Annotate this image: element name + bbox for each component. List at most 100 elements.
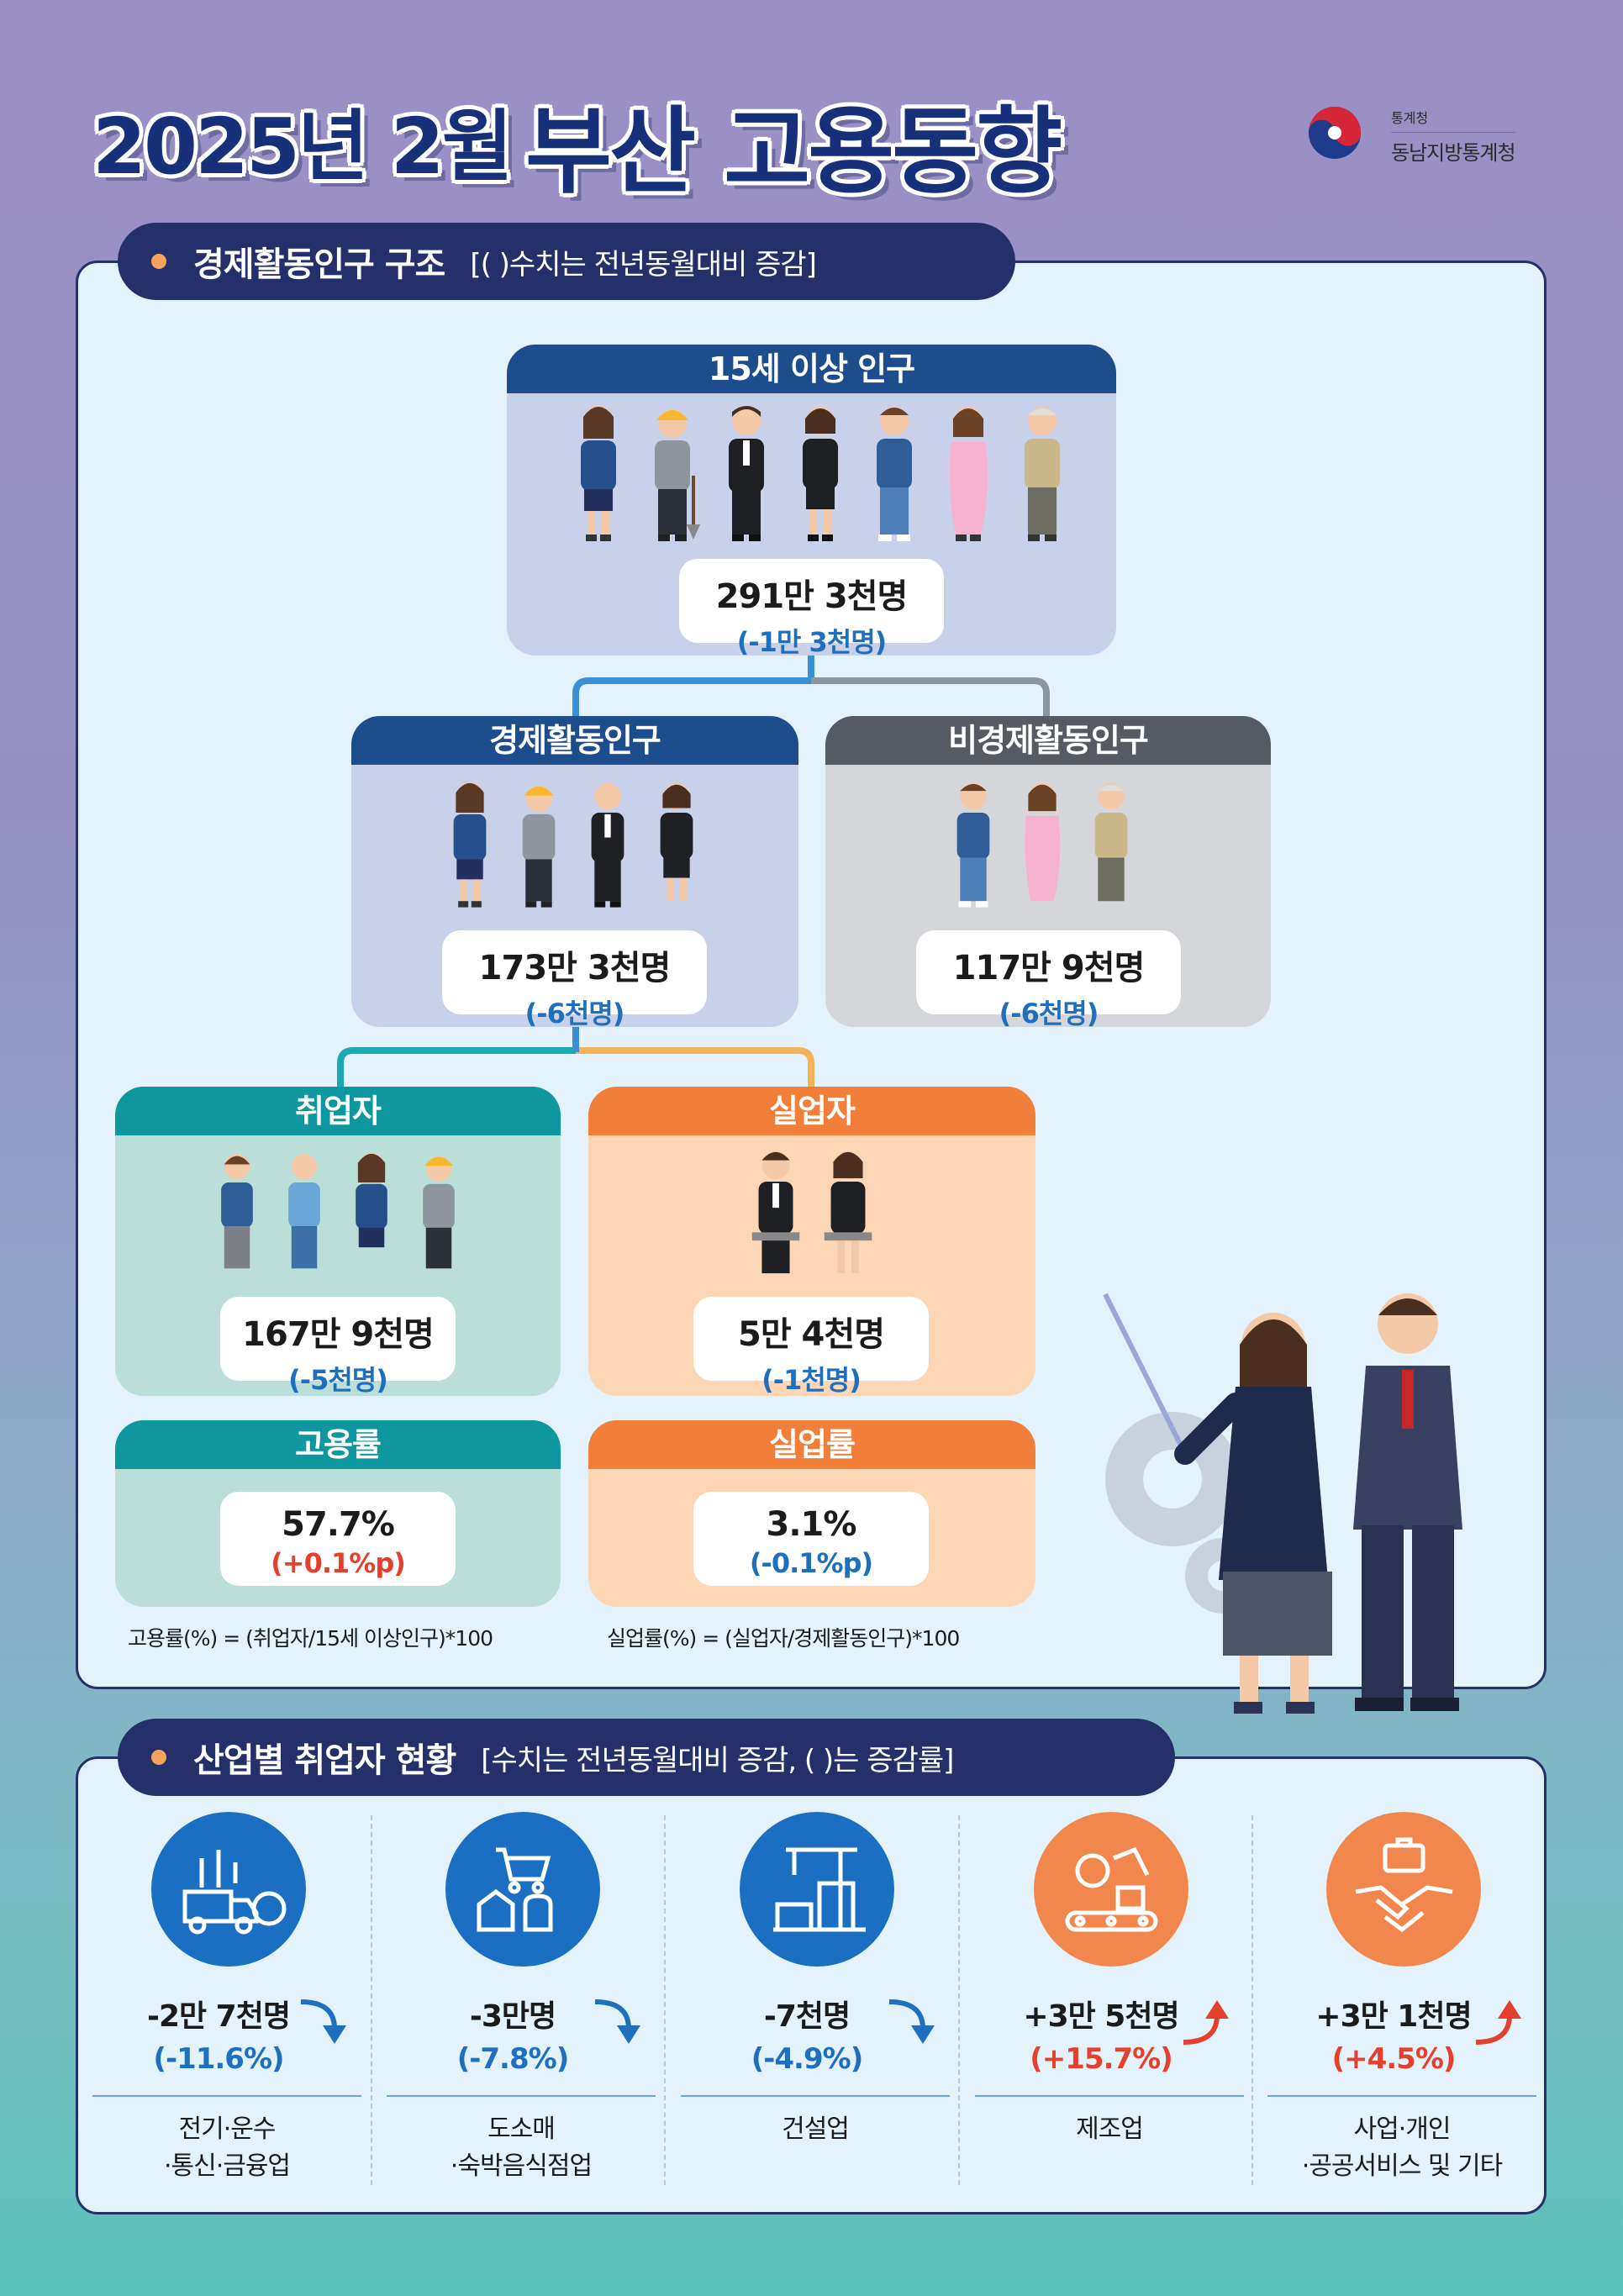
unemp-rate-value: 3.1%	[766, 1505, 857, 1544]
industry-item-retail-hospitality: -3만명 (-7.8%) 도소매 ·숙박음식점업	[378, 1807, 672, 2202]
presenters-illustration	[1103, 1293, 1462, 1714]
shopping-cart-house-icon	[445, 1812, 600, 1967]
arrow-down-icon	[594, 1999, 640, 2044]
handshake-icon	[1326, 1812, 1481, 1967]
bullet-dot-icon	[151, 1750, 166, 1765]
industry-change-value: -3만명	[469, 1999, 556, 2034]
truck-coins-icon	[151, 1812, 306, 1967]
industry-name-line1: 전기·운수	[178, 2114, 277, 2144]
divider-line	[92, 2095, 361, 2097]
structure-section-header: 경제활동인구 구조 [( )수치는 전년동월대비 증감]	[118, 223, 1015, 300]
econ-active-people-illustration	[440, 771, 707, 914]
student-icon	[877, 407, 912, 541]
econ-active-box: 경제활동인구 173만 3천명 (-6천명)	[351, 716, 798, 1027]
pop15-change: (-1만 3천명)	[736, 626, 888, 656]
pop15-value: 291만 3천명	[715, 577, 909, 616]
worker-overall-icon	[288, 1153, 320, 1269]
woman-presenter-icon	[1174, 1313, 1332, 1714]
industry-change-value: +3만 5천명	[1023, 1999, 1179, 2034]
emp-rate-value: 57.7%	[282, 1505, 395, 1544]
woman-office-icon	[453, 782, 487, 908]
column-divider	[1252, 1815, 1253, 2185]
section-note: [수치는 전년동월대비 증감, ( )는 증감률]	[481, 1743, 954, 1777]
taegeuk-logo-icon	[1309, 107, 1361, 159]
non-econ-value-card: 117만 9천명 (-6천명)	[916, 930, 1181, 1027]
column-divider	[664, 1815, 666, 2185]
unemp-rate-header: 실업률	[588, 1420, 1035, 1469]
pop15-value-card: 291만 3천명 (-1만 3천명)	[679, 559, 944, 656]
industry-item-services: +3만 1천명 (+4.5%) 사업·개인 ·공공서비스 및 기타	[1259, 1807, 1553, 2202]
pregnant-woman-icon	[949, 407, 988, 541]
divider-line	[387, 2095, 656, 2097]
pop15-people-illustration	[566, 400, 1075, 543]
unemp-rate-change: (-0.1%p)	[749, 1547, 873, 1579]
robot-arm-icon	[1034, 1812, 1188, 1967]
econ-active-header: 경제활동인구	[351, 716, 798, 765]
econ-active-change: (-6천명)	[524, 998, 625, 1027]
industry-name: 전기·운수 ·통신·금융업	[84, 2111, 370, 2185]
industry-name: 도소매 ·숙박음식점업	[378, 2111, 664, 2185]
woman-office-icon	[356, 1153, 387, 1248]
unemployed-people-illustration	[744, 1142, 880, 1282]
unemployed-value-card: 5만 4천명 (-1천명)	[693, 1297, 929, 1396]
emp-rate-box: 고용률 57.7% (+0.1%p)	[115, 1420, 561, 1607]
industry-section-header: 산업별 취업자 현황 [수치는 전년동월대비 증감, ( )는 증감률]	[118, 1719, 1175, 1796]
emp-rate-header: 고용률	[115, 1420, 561, 1469]
woman-suit-icon	[660, 782, 693, 902]
industry-change-rate: (+4.5%)	[1331, 2042, 1457, 2076]
industry-change-rate: (+15.7%)	[1030, 2042, 1173, 2076]
unemp-rate-formula: 실업률(%) = (실업자/경제활동인구)*100	[607, 1626, 960, 1651]
emp-rate-value-card: 57.7% (+0.1%p)	[220, 1492, 456, 1586]
pop15-header: 15세 이상 인구	[507, 345, 1116, 393]
pregnant-woman-icon	[1025, 782, 1061, 902]
worker-helmet-icon	[655, 409, 700, 541]
worker-helmet-icon	[423, 1156, 455, 1269]
econ-active-value-card: 173만 3천명 (-6천명)	[442, 930, 707, 1027]
divider-line	[681, 2095, 950, 2097]
employed-people-illustration	[208, 1142, 468, 1282]
agency-logo: 통계청 동남지방통계청	[1307, 105, 1559, 165]
column-divider	[371, 1815, 372, 2185]
arrow-up-icon	[1475, 2000, 1521, 2045]
woman-suit-icon	[803, 407, 838, 541]
non-econ-header: 비경제활동인구	[825, 716, 1271, 765]
industry-name-line1: 사업·개인	[1353, 2114, 1452, 2144]
worker-helmet-icon	[522, 785, 556, 908]
seated-man-icon	[751, 1151, 800, 1274]
bullet-dot-icon	[151, 254, 166, 269]
student-icon	[956, 782, 990, 908]
industry-change-rate: (-4.9%)	[751, 2042, 864, 2076]
non-econ-box: 비경제활동인구 117만 9천명 (-6천명)	[825, 716, 1271, 1027]
employed-value-card: 167만 9천명 (-5천명)	[220, 1297, 456, 1396]
industry-name-line1: 제조업	[1076, 2114, 1144, 2144]
pop15-box: 15세 이상 인구 291만 3천명 (-1만 3천명)	[507, 345, 1116, 656]
industry-change-rate: (-11.6%)	[153, 2042, 284, 2076]
title-year-month: 2025년 2월	[92, 102, 513, 192]
arrow-down-icon	[888, 1999, 935, 2044]
unemp-rate-value-card: 3.1% (-0.1%p)	[693, 1492, 929, 1586]
man-suit-icon	[591, 782, 624, 908]
unemployed-header: 실업자	[588, 1087, 1035, 1135]
unemployed-change: (-1천명)	[761, 1364, 862, 1396]
industry-item-manufacturing: +3만 5천명 (+15.7%) 제조업	[967, 1807, 1261, 2202]
elderly-man-icon	[1094, 782, 1128, 902]
industry-change-value: -2만 7천명	[147, 1999, 291, 2034]
industry-item-utilities-finance: -2만 7천명 (-11.6%) 전기·운수 ·통신·금융업	[84, 1807, 378, 2202]
non-econ-value: 117만 9천명	[952, 949, 1146, 987]
industry-name-line2: ·통신·금융업	[163, 2151, 291, 2181]
man-suit-icon	[729, 406, 764, 541]
industry-name: 제조업	[967, 2111, 1252, 2148]
industry-change-rate: (-7.8%)	[456, 2042, 570, 2076]
industry-change-value: +3만 1천명	[1315, 1999, 1472, 2034]
industry-item-construction: -7천명 (-4.9%) 건설업	[672, 1807, 967, 2202]
industry-name: 건설업	[672, 2111, 958, 2148]
divider-line	[975, 2095, 1244, 2097]
divider-line	[1267, 2095, 1536, 2097]
industry-name-line2: ·공공서비스 및 기타	[1301, 2151, 1503, 2181]
econ-active-value: 173만 3천명	[478, 949, 672, 987]
employed-header: 취업자	[115, 1087, 561, 1135]
unemp-rate-box: 실업률 3.1% (-0.1%p)	[588, 1420, 1035, 1607]
arrow-up-icon	[1183, 2000, 1229, 2045]
man-presenter-icon	[1353, 1293, 1462, 1711]
